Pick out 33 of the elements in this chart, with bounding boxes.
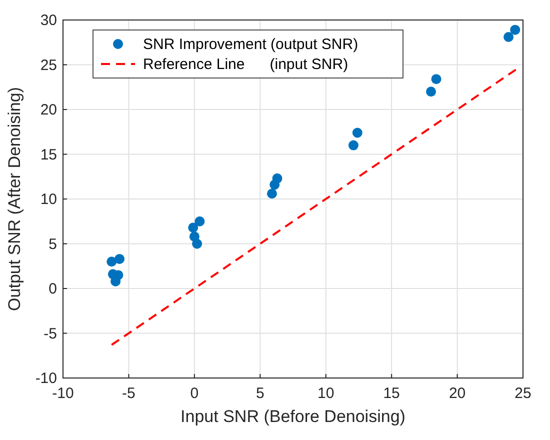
y-tick-label: 25 — [40, 56, 57, 74]
y-tick-label: 30 — [40, 12, 57, 29]
x-tick-label: 20 — [448, 385, 466, 402]
y-tick-label: -10 — [35, 370, 57, 387]
point — [188, 222, 198, 233]
y-tick-label: -5 — [44, 325, 57, 342]
x-tick-label: 0 — [190, 385, 199, 402]
y-tick-label: 15 — [40, 146, 57, 164]
x-tick-label: 5 — [256, 385, 264, 402]
point — [266, 188, 277, 199]
point — [270, 180, 280, 190]
point — [352, 128, 362, 138]
point — [106, 256, 117, 267]
legend-label: Reference Line (input SNR) — [143, 56, 348, 73]
x-tick-label: 15 — [383, 385, 400, 402]
x-tick-label: -5 — [122, 385, 136, 402]
y-tick-label: 10 — [40, 191, 57, 208]
legend-label: SNR Improvement (output SNR) — [143, 36, 358, 53]
x-axis-title: Input SNR (Before Denoising) — [180, 407, 406, 426]
y-tick-label: 0 — [48, 280, 57, 298]
x-tick-label: 10 — [318, 385, 334, 402]
y-tick-label: 5 — [48, 236, 57, 253]
point — [510, 24, 520, 35]
point — [192, 238, 202, 249]
point — [504, 32, 514, 42]
point — [114, 254, 125, 264]
y-axis-title: Output SNR (After Denoising) — [5, 87, 24, 311]
point — [348, 140, 358, 150]
point — [431, 74, 442, 84]
point — [426, 86, 436, 97]
y-tick-label: 20 — [40, 102, 57, 118]
point — [194, 216, 205, 226]
x-tick-label: 25 — [514, 385, 532, 402]
